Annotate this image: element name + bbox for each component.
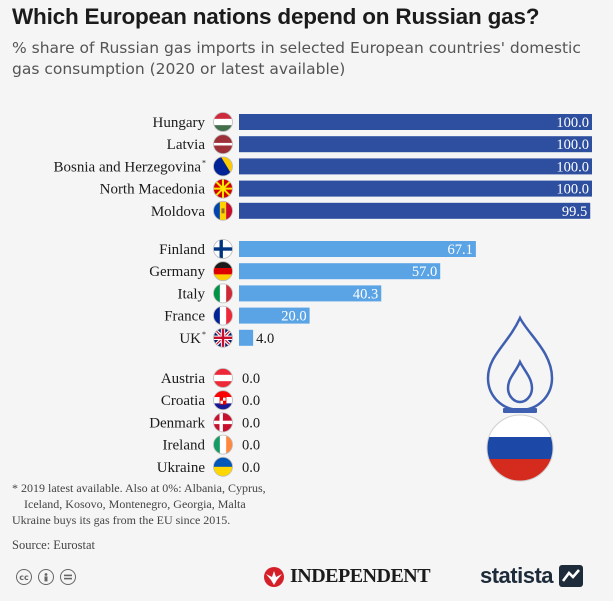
data-label: 40.3 bbox=[353, 286, 378, 302]
data-label: 100.0 bbox=[556, 182, 589, 198]
croatia-flag-icon bbox=[213, 390, 233, 411]
publisher-name: INDEPENDENT bbox=[290, 565, 431, 587]
footnote: * 2019 latest available. Also at 0%: Alb… bbox=[12, 480, 372, 528]
bar-row: Latvia 100.0 bbox=[167, 134, 592, 155]
category-label: Croatia bbox=[161, 393, 205, 409]
independent-logo: INDEPENDENT bbox=[262, 565, 431, 588]
category-label: Austria bbox=[161, 371, 206, 387]
data-label: 0.0 bbox=[242, 371, 260, 387]
north-macedonia-flag-icon bbox=[213, 178, 233, 199]
bar-row: Denmark 0.0 bbox=[149, 412, 260, 433]
bar-row: Croatia 0.0 bbox=[161, 390, 260, 411]
data-label: 100.0 bbox=[556, 115, 589, 131]
category-label: Hungary bbox=[153, 115, 206, 131]
category-label: Latvia bbox=[167, 137, 206, 153]
denmark-flag-icon bbox=[213, 412, 233, 433]
bar-row: Bosnia and Herzegovina * 100.0 bbox=[54, 156, 592, 177]
category-label: UK bbox=[179, 331, 201, 347]
moldova-flag-icon bbox=[213, 200, 233, 221]
page-subtitle: % share of Russian gas imports in select… bbox=[12, 39, 581, 78]
footnote-marker: * bbox=[202, 158, 206, 167]
category-label: Germany bbox=[149, 264, 205, 280]
cc-by-icon bbox=[38, 569, 54, 585]
footnote-line-3: Ukraine buys its gas from the EU since 2… bbox=[12, 513, 231, 527]
category-label: France bbox=[164, 309, 205, 325]
data-label: 0.0 bbox=[242, 393, 260, 409]
bar bbox=[239, 136, 592, 153]
ukraine-flag-icon bbox=[213, 456, 233, 477]
gas-flame-icon bbox=[486, 315, 554, 413]
bar bbox=[239, 158, 592, 175]
data-label: 67.1 bbox=[447, 242, 472, 258]
data-label: 99.5 bbox=[562, 204, 587, 220]
bar bbox=[239, 114, 592, 130]
footnote-line-2: Iceland, Kosovo, Montenegro, Georgia, Ma… bbox=[24, 497, 246, 511]
data-label: 0.0 bbox=[242, 438, 260, 454]
data-label: 100.0 bbox=[556, 159, 589, 175]
data-label: 57.0 bbox=[412, 264, 437, 280]
category-label: Bosnia and Herzegovina bbox=[54, 159, 202, 175]
bar-row: Germany 57.0 bbox=[149, 261, 441, 282]
russia-flag-icon bbox=[486, 414, 554, 482]
data-label: 100.0 bbox=[556, 137, 589, 153]
italy-flag-icon bbox=[213, 283, 233, 304]
bar-row: France 20.0 bbox=[164, 305, 310, 326]
page-title: Which European nations depend on Russian… bbox=[12, 4, 540, 29]
bar-row: UK * 4.0 bbox=[179, 327, 274, 348]
data-label: 4.0 bbox=[256, 331, 274, 347]
data-label: 0.0 bbox=[242, 460, 260, 476]
bar-row: North Macedonia 100.0 bbox=[100, 178, 592, 199]
finland-flag-icon bbox=[213, 239, 233, 259]
bar bbox=[239, 202, 591, 219]
bar bbox=[239, 263, 441, 280]
bar bbox=[239, 180, 592, 197]
bar bbox=[239, 241, 476, 257]
germany-flag-icon bbox=[213, 261, 233, 282]
license-icons: cc bbox=[16, 569, 76, 585]
footnote-line-1: * 2019 latest available. Also at 0%: Alb… bbox=[12, 481, 266, 495]
source-note: Source: Eurostat bbox=[12, 538, 95, 552]
bar-row: Ukraine 0.0 bbox=[157, 456, 260, 477]
statista-logo-icon bbox=[559, 565, 584, 587]
statista-logo: statista bbox=[480, 563, 584, 589]
eagle-logo-icon bbox=[264, 566, 284, 587]
cc-nd-icon bbox=[60, 569, 76, 585]
category-label: Italy bbox=[178, 286, 206, 302]
bar-row: Hungary 100.0 bbox=[153, 112, 592, 132]
france-flag-icon bbox=[213, 305, 233, 326]
category-label: Finland bbox=[159, 242, 205, 258]
category-label: Ireland bbox=[163, 438, 206, 454]
bar bbox=[239, 285, 382, 302]
category-label: Ukraine bbox=[157, 460, 206, 476]
cc-license-icon: cc bbox=[16, 569, 32, 585]
bar-row: Italy 40.3 bbox=[178, 283, 382, 304]
bar-row: Ireland 0.0 bbox=[163, 434, 260, 455]
bar bbox=[239, 329, 254, 346]
footnote-marker: * bbox=[202, 330, 206, 339]
ireland-flag-icon bbox=[213, 434, 233, 455]
bar-row: Moldova 99.5 bbox=[151, 200, 591, 221]
hungary-flag-icon bbox=[213, 112, 233, 132]
data-label: 20.0 bbox=[281, 309, 306, 325]
uk-flag-icon bbox=[213, 327, 233, 348]
bar-row: Austria 0.0 bbox=[161, 368, 260, 388]
statista-name: statista bbox=[480, 563, 554, 588]
latvia-flag-icon bbox=[213, 134, 233, 155]
category-label: Moldova bbox=[151, 204, 206, 220]
bar-row: Finland 67.1 bbox=[159, 239, 476, 259]
austria-flag-icon bbox=[213, 368, 233, 388]
bosnia-flag-icon bbox=[213, 156, 233, 177]
category-label: Denmark bbox=[149, 415, 205, 431]
bar bbox=[239, 307, 310, 324]
category-label: North Macedonia bbox=[100, 182, 206, 198]
data-label: 0.0 bbox=[242, 415, 260, 431]
